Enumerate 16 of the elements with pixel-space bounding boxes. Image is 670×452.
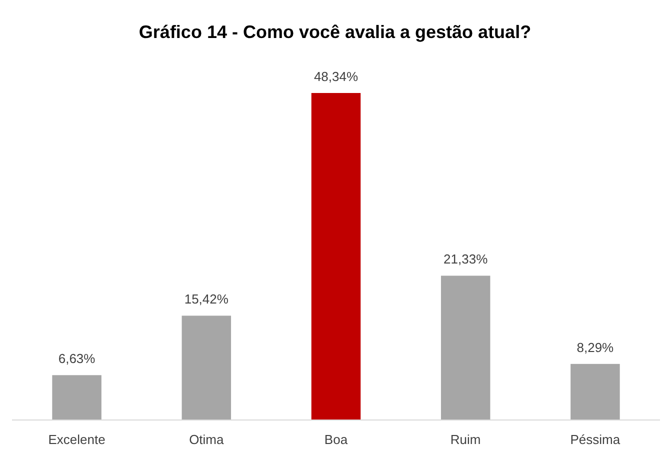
x-tick-label: Otima: [189, 432, 225, 447]
data-label: 15,42%: [184, 292, 229, 307]
x-tick-label: Ruim: [450, 432, 481, 447]
data-label: 21,33%: [444, 252, 488, 267]
bar: [182, 316, 232, 420]
bar: [52, 375, 102, 420]
x-tick-label: Boa: [324, 432, 348, 447]
bar: [570, 364, 620, 420]
bar: [311, 93, 361, 420]
data-label: 48,34%: [314, 69, 358, 84]
bar: [440, 276, 490, 420]
chart-title: Gráfico 14 - Como você avalia a gestão atual?: [138, 22, 532, 42]
data-label: 6,63%: [58, 351, 96, 366]
data-label: 8,29%: [576, 340, 614, 355]
x-tick-label: Excelente: [48, 432, 106, 447]
x-tick-label: Péssima: [570, 432, 621, 447]
